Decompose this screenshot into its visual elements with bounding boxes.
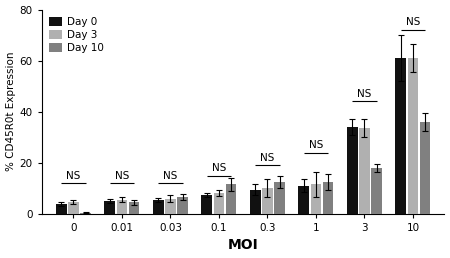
Bar xyxy=(250,190,261,214)
Bar xyxy=(104,201,115,214)
Bar xyxy=(117,200,127,214)
Bar xyxy=(68,202,79,214)
Bar xyxy=(202,195,212,214)
Bar xyxy=(359,128,370,214)
Bar xyxy=(396,58,406,214)
Text: NS: NS xyxy=(66,171,81,181)
Text: NS: NS xyxy=(260,153,274,163)
X-axis label: MOI: MOI xyxy=(228,238,259,252)
Bar xyxy=(56,204,67,214)
Bar xyxy=(129,202,140,214)
Y-axis label: % CD45R0t Expression: % CD45R0t Expression xyxy=(5,52,16,172)
Text: NS: NS xyxy=(212,163,226,173)
Bar xyxy=(408,58,418,214)
Bar xyxy=(214,194,224,214)
Text: NS: NS xyxy=(406,18,420,27)
Bar xyxy=(153,200,164,214)
Bar xyxy=(226,184,236,214)
Text: NS: NS xyxy=(115,171,129,181)
Legend: Day 0, Day 3, Day 10: Day 0, Day 3, Day 10 xyxy=(47,15,106,55)
Bar xyxy=(310,184,321,214)
Bar xyxy=(177,197,188,214)
Bar xyxy=(274,182,285,214)
Bar xyxy=(347,127,358,214)
Bar xyxy=(298,186,309,214)
Bar xyxy=(323,182,333,214)
Bar xyxy=(165,199,176,214)
Bar xyxy=(420,122,430,214)
Bar xyxy=(262,188,273,214)
Bar xyxy=(80,213,91,214)
Text: NS: NS xyxy=(357,89,372,99)
Text: NS: NS xyxy=(309,140,323,150)
Text: NS: NS xyxy=(163,171,178,181)
Bar xyxy=(371,168,382,214)
